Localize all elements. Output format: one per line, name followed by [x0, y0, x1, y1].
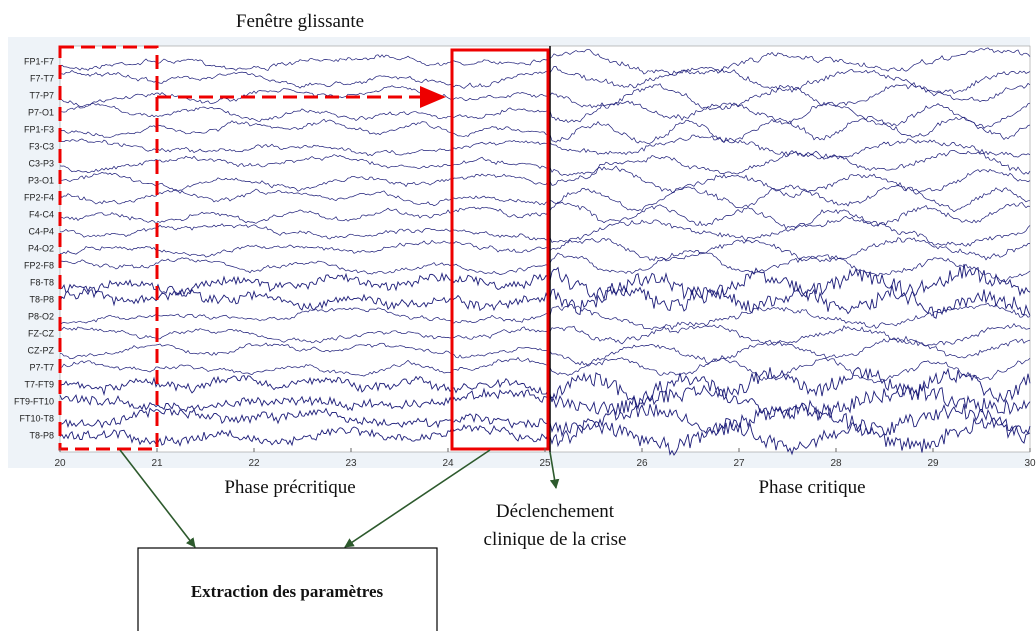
eeg-trace — [59, 399, 1031, 438]
channel-label: FT10-T8 — [19, 413, 54, 423]
x-tick-label: 24 — [442, 458, 454, 469]
eeg-traces — [59, 47, 1031, 456]
phase-pre: Phase précritique — [224, 477, 355, 498]
phase-crit: Phase critique — [758, 477, 865, 498]
channel-label: FZ-CZ — [28, 328, 54, 338]
x-tick-label: 26 — [636, 458, 648, 469]
x-tick-label: 25 — [539, 458, 551, 469]
channel-label: FP2-F8 — [24, 260, 54, 270]
eeg-trace — [59, 100, 1031, 129]
channel-label: T8-P8 — [29, 430, 54, 440]
onset-line2: clinique de la crise — [484, 529, 627, 550]
x-tick-label: 30 — [1024, 458, 1036, 469]
channel-label: F8-T8 — [30, 277, 54, 287]
eeg-trace — [59, 284, 1031, 319]
sliding-window — [58, 45, 159, 451]
arrow-right — [344, 449, 491, 548]
eeg-trace — [60, 237, 1031, 263]
channel-label: F4-C4 — [29, 209, 54, 219]
eeg-trace — [59, 417, 1031, 456]
eeg-trace — [59, 184, 1031, 213]
x-tick-label: 20 — [54, 458, 66, 469]
eeg-trace — [59, 366, 1031, 408]
extraction-box — [137, 547, 438, 631]
eeg-trace — [59, 82, 1031, 111]
eeg-trace — [59, 302, 1031, 334]
eeg-trace — [59, 116, 1031, 144]
x-tick-label: 22 — [248, 458, 260, 469]
arrow-head — [420, 86, 446, 108]
eeg-trace — [59, 149, 1031, 177]
channel-label: P7-O1 — [28, 107, 54, 117]
channel-label: CZ-PZ — [28, 345, 55, 355]
eeg-trace — [59, 263, 1031, 304]
x-tick-label: 23 — [345, 458, 357, 469]
onset-arrow — [549, 451, 560, 489]
channel-label: FP2-F4 — [24, 192, 54, 202]
eeg-trace — [59, 165, 1031, 198]
arrow-left — [119, 449, 196, 548]
channel-label: C4-P4 — [28, 226, 54, 236]
plot-area — [59, 45, 1031, 453]
x-tick-label: 21 — [151, 458, 163, 469]
eeg-trace — [59, 321, 1031, 347]
eeg-trace — [59, 134, 1031, 160]
channel-label: C3-P3 — [28, 158, 54, 168]
channel-label: P3-O1 — [28, 175, 54, 185]
x-tick-label: 27 — [733, 458, 745, 469]
channel-label: P4-O2 — [28, 243, 54, 253]
channel-label: FP1-F7 — [24, 56, 54, 66]
channel-label: FP1-F3 — [24, 124, 54, 134]
eeg-trace — [59, 356, 1031, 384]
eeg-trace — [59, 47, 1031, 76]
eeg-trace — [59, 335, 1031, 367]
onset-line1: Déclenchement — [496, 501, 615, 522]
channel-label: T7-P7 — [29, 90, 54, 100]
channel-label: T8-P8 — [29, 294, 54, 304]
eeg-trace — [59, 382, 1031, 421]
eeg-trace — [59, 250, 1031, 283]
channel-label: FT9-FT10 — [14, 396, 54, 406]
channel-label: F3-C3 — [29, 141, 54, 151]
x-tick-label: 28 — [830, 458, 842, 469]
x-tick-label: 29 — [927, 458, 939, 469]
eeg-trace — [59, 215, 1031, 247]
box-label: Extraction des paramètres — [191, 582, 384, 601]
eeg-trace — [59, 201, 1031, 230]
channel-label: P8-O2 — [28, 311, 54, 321]
title: Fenêtre glissante — [236, 11, 364, 32]
channel-label: P7-T7 — [29, 362, 54, 372]
channel-label: F7-T7 — [30, 73, 54, 83]
channel-label: T7-FT9 — [24, 379, 54, 389]
window-end — [450, 48, 550, 451]
eeg-trace — [59, 65, 1031, 97]
